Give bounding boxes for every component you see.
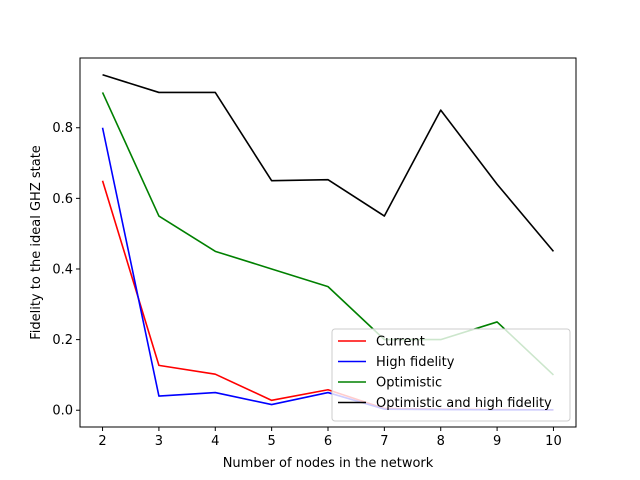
- axis-ticks: 2 3 4 5 6 7 8 9 10 0.0 0.2 0.4 0.6 0.8: [52, 121, 561, 449]
- series-line-4: [102, 74, 555, 252]
- legend-label: High fidelity: [376, 355, 455, 370]
- x-tick-label: 6: [324, 434, 332, 449]
- x-tick-label: 9: [493, 434, 501, 449]
- legend-label: Optimistic: [376, 376, 442, 391]
- legend: Current High fidelity Optimistic Optimistic…: [331, 328, 571, 422]
- y-axis-label: Fidelity to the ideal GHZ state: [29, 145, 44, 340]
- axes-frame: [79, 57, 577, 428]
- x-tick-label: 10: [545, 434, 562, 449]
- x-axis-label: Number of nodes in the network: [223, 456, 434, 471]
- x-tick-label: 2: [98, 434, 106, 449]
- y-tick-label: 0.0: [52, 404, 73, 419]
- x-tick-label: 4: [211, 434, 219, 449]
- legend-box: [331, 328, 571, 422]
- y-tick-label: 0.4: [52, 262, 73, 277]
- legend-label: Current: [376, 335, 425, 350]
- x-tick-label: 8: [437, 434, 445, 449]
- x-tick-label: 5: [267, 434, 275, 449]
- x-tick-label: 7: [380, 434, 388, 449]
- y-tick-label: 0.6: [52, 192, 73, 207]
- y-tick-label: 0.8: [52, 121, 73, 136]
- x-tick-label: 3: [155, 434, 163, 449]
- y-tick-label: 0.2: [52, 333, 73, 348]
- series-line-3: [101, 92, 554, 376]
- legend-label: Optimistic and high fidelity: [376, 396, 552, 411]
